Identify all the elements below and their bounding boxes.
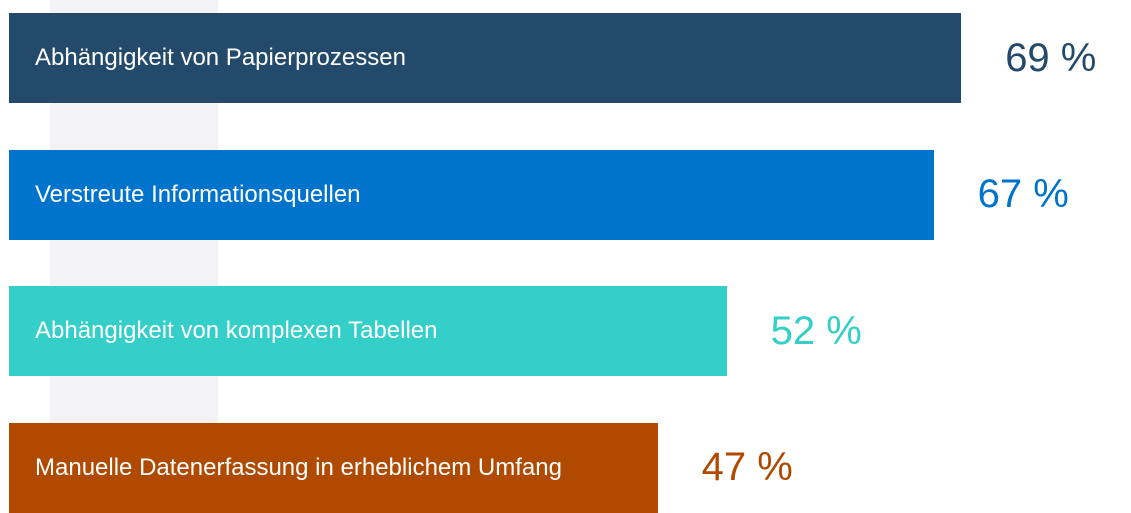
- value-label: 69 %: [1005, 35, 1097, 80]
- value-label: 52 %: [770, 308, 862, 353]
- category-label: Abhängigkeit von Papierprozessen: [35, 44, 406, 71]
- value-label: 47 %: [701, 445, 793, 489]
- category-label: Abhängigkeit von komplexen Tabellen: [35, 317, 438, 344]
- category-label: Verstreute Informationsquellen: [35, 180, 361, 208]
- bar: Abhängigkeit von Papierprozessen: [9, 13, 962, 103]
- bar: Abhängigkeit von komplexen Tabellen: [9, 286, 727, 376]
- bar: Verstreute Informationsquellen: [9, 149, 934, 240]
- category-label: Manuelle Datenerfassung in erheblichem U…: [35, 453, 562, 481]
- bar: Manuelle Datenerfassung in erheblichem U…: [9, 422, 658, 513]
- value-label: 67 %: [977, 172, 1069, 216]
